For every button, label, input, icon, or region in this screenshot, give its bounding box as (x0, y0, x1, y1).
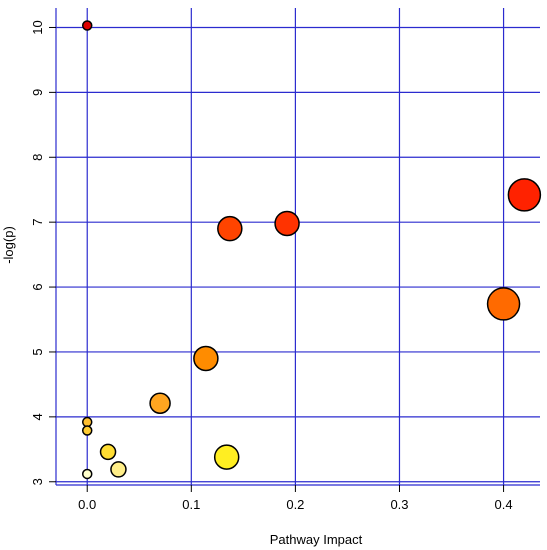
data-point (486, 287, 521, 321)
y-tick-label: 10 (30, 20, 45, 34)
y-tick-label: 3 (30, 478, 45, 485)
data-point (110, 461, 127, 478)
data-point (217, 215, 243, 242)
y-axis: 3 4 5 6 7 8 9 10 (30, 20, 56, 485)
data-points (81, 20, 542, 480)
grid-lines (55, 8, 540, 486)
y-tick-label: 6 (30, 283, 45, 290)
data-point (81, 416, 93, 428)
x-axis: 0.0 0.1 0.2 0.3 0.4 (78, 485, 513, 512)
x-tick-label: 0.4 (495, 497, 513, 512)
y-tick-label: 8 (30, 154, 45, 161)
data-point (193, 345, 219, 372)
y-axis-title: -log(p) (1, 226, 16, 264)
x-axis-title: Pathway Impact (270, 532, 363, 547)
data-point (274, 210, 300, 237)
data-point (81, 425, 93, 436)
x-tick-label: 0.1 (182, 497, 200, 512)
y-tick-label: 9 (30, 89, 45, 96)
y-tick-label: 7 (30, 219, 45, 226)
data-point (213, 444, 240, 470)
x-tick-label: 0.0 (78, 497, 96, 512)
x-tick-label: 0.3 (390, 497, 408, 512)
data-point (81, 20, 93, 31)
x-tick-label: 0.2 (286, 497, 304, 512)
data-point (149, 392, 171, 414)
data-point (507, 178, 542, 212)
y-tick-label: 5 (30, 348, 45, 355)
data-point (99, 443, 117, 461)
data-point (81, 468, 93, 480)
y-tick-label: 4 (30, 413, 45, 420)
